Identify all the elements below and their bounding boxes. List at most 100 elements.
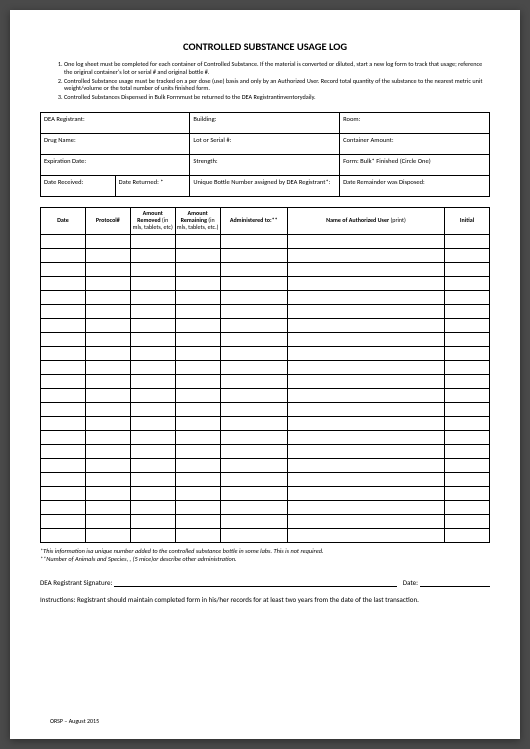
table-cell[interactable] [130, 346, 175, 360]
table-cell[interactable] [287, 262, 444, 276]
date-returned-cell[interactable]: Date Returned: * [115, 175, 190, 196]
table-cell[interactable] [85, 234, 130, 248]
table-cell[interactable] [445, 402, 490, 416]
table-cell[interactable] [445, 374, 490, 388]
table-cell[interactable] [175, 444, 220, 458]
table-cell[interactable] [175, 360, 220, 374]
table-cell[interactable] [175, 486, 220, 500]
table-cell[interactable] [220, 444, 287, 458]
table-row[interactable] [41, 276, 490, 290]
table-cell[interactable] [175, 304, 220, 318]
table-cell[interactable] [85, 514, 130, 528]
drug-name-cell[interactable]: Drug Name: [41, 133, 190, 154]
table-cell[interactable] [41, 262, 86, 276]
table-row[interactable] [41, 430, 490, 444]
table-row[interactable] [41, 262, 490, 276]
table-cell[interactable] [445, 290, 490, 304]
table-cell[interactable] [220, 346, 287, 360]
table-cell[interactable] [85, 402, 130, 416]
table-cell[interactable] [41, 332, 86, 346]
table-row[interactable] [41, 444, 490, 458]
table-cell[interactable] [85, 416, 130, 430]
table-cell[interactable] [85, 290, 130, 304]
table-cell[interactable] [175, 332, 220, 346]
table-cell[interactable] [130, 472, 175, 486]
table-cell[interactable] [445, 262, 490, 276]
table-cell[interactable] [175, 514, 220, 528]
table-cell[interactable] [175, 528, 220, 542]
strength-cell[interactable]: Strength: [190, 154, 340, 175]
table-cell[interactable] [287, 458, 444, 472]
table-cell[interactable] [85, 346, 130, 360]
table-cell[interactable] [130, 458, 175, 472]
table-row[interactable] [41, 374, 490, 388]
table-cell[interactable] [41, 388, 86, 402]
table-cell[interactable] [175, 472, 220, 486]
date-disposed-cell[interactable]: Date Remainder was Disposed: [340, 175, 490, 196]
table-cell[interactable] [175, 458, 220, 472]
table-cell[interactable] [175, 290, 220, 304]
table-cell[interactable] [41, 374, 86, 388]
table-row[interactable] [41, 346, 490, 360]
table-cell[interactable] [130, 528, 175, 542]
table-cell[interactable] [41, 430, 86, 444]
table-cell[interactable] [220, 528, 287, 542]
table-cell[interactable] [85, 388, 130, 402]
table-cell[interactable] [287, 318, 444, 332]
expiration-cell[interactable]: Expiration Date: [41, 154, 190, 175]
table-cell[interactable] [445, 234, 490, 248]
table-row[interactable] [41, 388, 490, 402]
table-cell[interactable] [220, 248, 287, 262]
table-cell[interactable] [445, 304, 490, 318]
signature-line[interactable] [114, 577, 396, 587]
table-cell[interactable] [445, 514, 490, 528]
table-cell[interactable] [85, 528, 130, 542]
table-cell[interactable] [220, 430, 287, 444]
table-cell[interactable] [220, 472, 287, 486]
table-cell[interactable] [41, 290, 86, 304]
table-cell[interactable] [220, 262, 287, 276]
table-cell[interactable] [41, 402, 86, 416]
table-cell[interactable] [220, 304, 287, 318]
table-cell[interactable] [445, 458, 490, 472]
table-row[interactable] [41, 514, 490, 528]
table-cell[interactable] [130, 262, 175, 276]
table-cell[interactable] [220, 458, 287, 472]
table-cell[interactable] [287, 486, 444, 500]
table-cell[interactable] [287, 402, 444, 416]
table-cell[interactable] [287, 500, 444, 514]
table-cell[interactable] [41, 458, 86, 472]
table-cell[interactable] [445, 248, 490, 262]
table-cell[interactable] [445, 346, 490, 360]
table-cell[interactable] [220, 388, 287, 402]
table-cell[interactable] [287, 332, 444, 346]
table-cell[interactable] [85, 248, 130, 262]
table-cell[interactable] [41, 416, 86, 430]
table-cell[interactable] [41, 528, 86, 542]
table-cell[interactable] [445, 528, 490, 542]
table-cell[interactable] [287, 528, 444, 542]
table-cell[interactable] [175, 262, 220, 276]
table-cell[interactable] [85, 360, 130, 374]
table-cell[interactable] [445, 416, 490, 430]
table-cell[interactable] [85, 262, 130, 276]
table-cell[interactable] [220, 486, 287, 500]
table-row[interactable] [41, 472, 490, 486]
table-cell[interactable] [85, 472, 130, 486]
table-cell[interactable] [130, 304, 175, 318]
table-cell[interactable] [175, 374, 220, 388]
table-cell[interactable] [41, 304, 86, 318]
table-cell[interactable] [445, 444, 490, 458]
table-cell[interactable] [85, 374, 130, 388]
table-cell[interactable] [175, 318, 220, 332]
table-cell[interactable] [41, 360, 86, 374]
table-row[interactable] [41, 318, 490, 332]
table-cell[interactable] [85, 486, 130, 500]
table-cell[interactable] [85, 304, 130, 318]
table-cell[interactable] [130, 248, 175, 262]
table-cell[interactable] [220, 290, 287, 304]
table-cell[interactable] [130, 388, 175, 402]
table-row[interactable] [41, 290, 490, 304]
table-cell[interactable] [130, 514, 175, 528]
table-cell[interactable] [130, 500, 175, 514]
